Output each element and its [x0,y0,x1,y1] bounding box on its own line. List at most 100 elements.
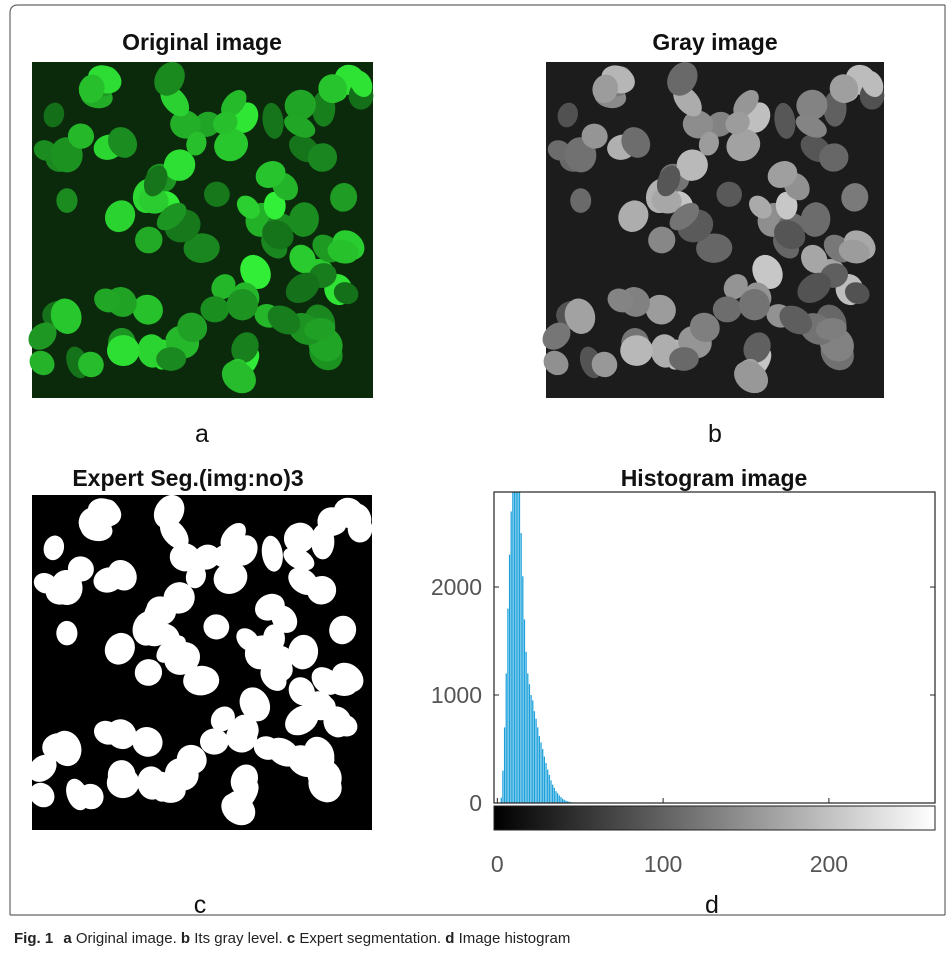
cell [329,615,357,645]
bar [503,727,506,803]
cell [50,730,82,767]
cell [210,706,235,732]
bar [512,492,514,803]
cell [801,244,828,274]
cell [669,347,699,371]
cell [307,143,338,172]
cell [283,522,316,554]
panel-label: b [708,420,722,448]
panel-title: Original image [122,29,282,55]
colorbar [493,805,936,831]
bar [557,793,559,803]
cell [689,312,720,343]
bar [542,749,544,803]
cell [77,783,104,810]
cell [261,535,283,572]
cell [29,782,55,808]
cell [651,187,682,214]
y-tick-label: 1000 [431,682,482,708]
cell [706,111,734,137]
cell [43,102,65,128]
bar [517,492,519,803]
cell [318,74,348,104]
cell [200,296,230,323]
cell [67,556,94,582]
cell [775,191,798,220]
cell [221,360,256,394]
cell [28,754,57,782]
cell [645,294,676,325]
cell [138,620,169,647]
bar [553,787,555,803]
cell [303,750,335,773]
cell [169,543,201,572]
bar [555,791,557,803]
cell [774,220,806,250]
bar [533,711,536,803]
cell [226,289,258,321]
cell [752,254,783,290]
cell [725,111,750,135]
cell [285,272,320,304]
cell [134,659,163,686]
cell [143,165,168,197]
panel-title: Gray image [652,29,777,55]
cell [155,779,186,803]
bar [568,801,570,803]
cell [67,123,95,149]
cell [266,737,300,767]
cell [288,202,319,237]
panel-label: a [195,420,209,448]
cell [138,187,169,214]
cell [154,61,185,96]
cell [262,220,294,250]
cell [648,226,676,254]
x-tick-label: 200 [810,851,848,877]
bar [505,673,507,803]
cell [221,792,256,826]
cell [106,335,140,367]
cell [743,332,771,363]
cell [326,672,358,696]
cell [712,296,742,323]
cell [819,143,849,172]
cell [78,351,104,378]
bar [525,651,527,803]
cell [829,74,859,104]
bar [543,756,545,803]
plot-area [494,492,935,803]
bar [515,492,517,803]
cell [317,507,347,536]
cell [50,298,82,334]
cell [304,317,336,341]
cell [143,598,168,629]
bar [520,533,522,803]
bar [532,700,534,803]
original-image [28,61,374,398]
cell [557,102,578,128]
cell [261,652,293,682]
histogram: 0 1000 2000 0 100 200 [431,491,936,877]
bar [522,576,524,803]
bars [500,492,579,803]
bar [523,619,526,803]
frame [9,4,945,915]
cell [723,274,748,300]
cell [591,351,618,378]
cell [285,705,319,736]
cell [841,183,869,212]
cell [93,720,120,745]
cell [289,244,316,274]
cell [163,149,196,181]
bar [540,742,542,803]
cell [183,233,220,263]
caption-key: d [445,930,454,947]
caption-text: Its gray level. [194,930,282,947]
bar [502,770,504,803]
bar [548,774,550,803]
cell [838,239,870,264]
cell [667,61,698,96]
cell [262,102,284,139]
cell [231,332,259,363]
